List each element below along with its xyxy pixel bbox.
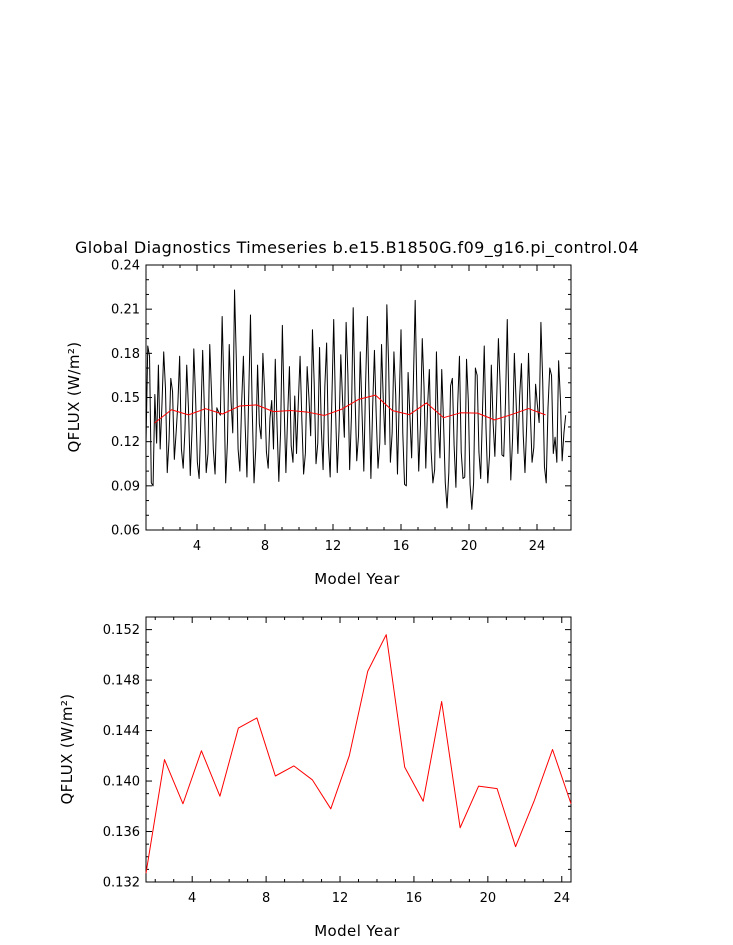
top-x-tick-labels: 4 8 12 16 20 24 [193,539,545,554]
x-tick-label: 8 [262,891,270,906]
black-series-line [145,289,567,510]
x-tick-label: 16 [406,891,423,906]
x-tick-label: 8 [261,539,269,554]
red-series-line [145,634,572,874]
x-tick-label: 24 [529,539,546,554]
bottom-plot-frame [145,616,572,883]
y-tick-label: 0.144 [103,724,140,739]
x-tick-label: 24 [553,891,570,906]
bottom-x-axis-label: Model Year [314,922,400,940]
top-series [145,289,567,510]
y-tick-label: 0.18 [111,347,140,362]
x-tick-label: 12 [332,891,349,906]
x-tick-label: 16 [393,539,410,554]
y-tick-label: 0.06 [111,524,140,539]
top-y-axis-label: QFLUX (W/m²) [65,341,83,452]
top-panel: 4 8 12 16 20 24 0.060.090.120.150.180.210.24 … [65,259,572,588]
x-tick-label: 20 [480,891,497,906]
bottom-axes-ticks [146,616,571,883]
chart-title: Global Diagnostics Timeseries b.e15.B185… [75,238,639,258]
bottom-y-tick-labels: 0.132 0.136 0.140 0.144 0.148 0.152 [103,623,140,890]
red-series-line [154,394,546,424]
y-tick-label: 0.21 [111,303,140,318]
top-x-axis-label: Model Year [314,570,400,588]
x-tick-label: 4 [193,539,201,554]
y-tick-label: 0.152 [103,623,140,638]
y-tick-label: 0.09 [111,479,140,494]
y-tick-label: 0.15 [111,391,140,406]
y-tick-label: 0.12 [111,435,140,450]
x-tick-label: 4 [188,891,196,906]
top-y-tick-labels: 0.06 0.09 0.12 0.15 0.18 0.21 0.24 [111,259,140,539]
x-tick-label: 20 [461,539,478,554]
top-axes-ticks [145,264,572,531]
y-tick-label: 0.140 [103,775,140,790]
x-tick-label: 12 [325,539,342,554]
top-plot-frame [145,264,572,531]
bottom-panel: 4 8 12 16 20 24 0.132 0.136 0.140 0.144 0.148 0.15… [58,616,572,940]
bottom-y-axis-label: QFLUX (W/m²) [58,693,76,804]
bottom-x-tick-labels: 4 8 12 16 20 24 [188,891,570,906]
y-tick-label: 0.136 [103,825,140,840]
y-tick-label: 0.24 [111,259,140,274]
y-tick-label: 0.132 [103,876,140,891]
y-tick-label: 0.148 [103,674,140,689]
bottom-series [145,634,572,874]
